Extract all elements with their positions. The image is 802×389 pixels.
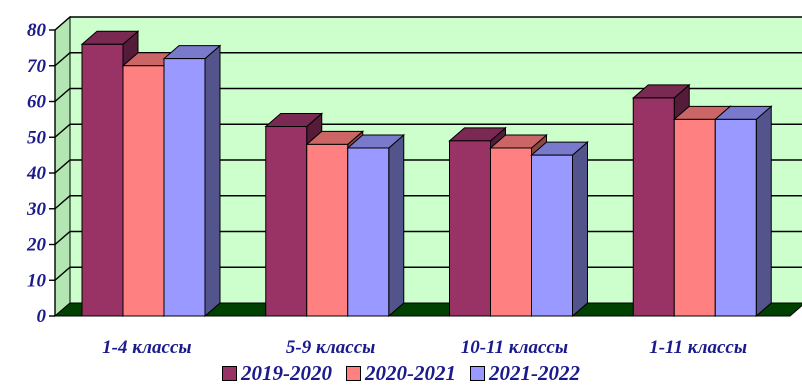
y-tick-label: 20	[26, 235, 47, 256]
x-category-label: 5-9 классы	[286, 337, 375, 358]
legend-label: 2020-2021	[365, 360, 456, 385]
x-category-label: 1-11 классы	[649, 337, 747, 358]
y-tick-label: 10	[27, 270, 47, 291]
bar-3-2	[713, 105, 773, 318]
y-tick-label: 30	[26, 199, 47, 220]
y-tick-label: 70	[27, 56, 47, 77]
legend-label: 2021-2022	[489, 360, 580, 385]
gridline	[54, 87, 802, 103]
y-tick-label: 0	[37, 306, 47, 327]
y-tick-label: 80	[27, 20, 47, 41]
x-category-label: 1-4 классы	[102, 337, 191, 358]
legend-label: 2019-2020	[241, 360, 332, 385]
legend-item: 2019-2020	[222, 361, 332, 386]
y-tick-label: 60	[27, 92, 47, 113]
bar-1-2	[346, 133, 406, 318]
x-category-label: 10-11 классы	[461, 337, 568, 358]
chart-legend: 2019-2020 2020-2021 2021-2022	[0, 359, 802, 389]
gridline	[54, 123, 802, 138]
legend-swatch	[346, 365, 361, 381]
legend-item: 2020-2021	[346, 361, 456, 386]
gridline	[54, 52, 802, 67]
legend-swatch	[222, 365, 237, 381]
bar-chart: 0 10 20 30 40 50 60 70 80 1-4 классы 5-9 классы 10…	[26, 15, 802, 358]
bar-2-2	[530, 141, 589, 318]
bar-0-2	[162, 44, 222, 318]
y-tick-label: 40	[26, 163, 47, 184]
legend-item: 2021-2022	[470, 361, 580, 386]
gridline	[54, 16, 802, 31]
y-tick-label: 50	[27, 127, 47, 148]
legend-swatch	[470, 365, 485, 381]
